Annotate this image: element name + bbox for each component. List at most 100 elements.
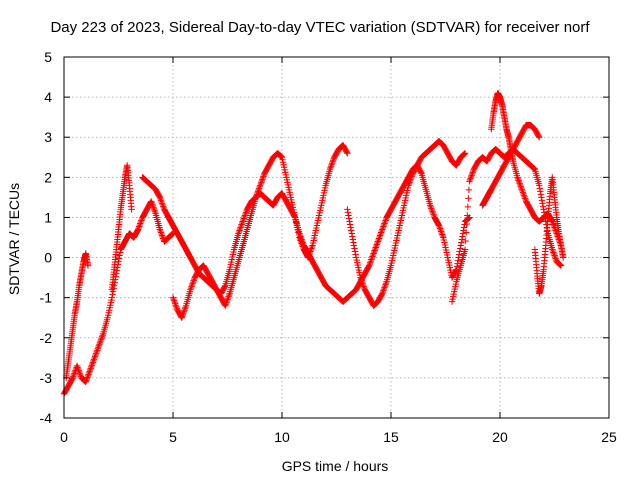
data-point <box>459 233 466 240</box>
data-point <box>253 192 260 200</box>
data-point <box>179 313 186 320</box>
data-point <box>376 232 384 239</box>
data-point <box>305 252 312 260</box>
data-point <box>381 284 388 291</box>
data-point <box>254 189 261 197</box>
data-point <box>258 177 266 185</box>
plot-frame <box>63 56 610 419</box>
data-point <box>439 231 446 238</box>
series-arc-5 <box>169 142 351 321</box>
data-point <box>158 198 165 206</box>
data-point <box>329 158 336 165</box>
data-point <box>345 215 353 222</box>
y-axis-label: SDTVAR / TECUs <box>6 183 22 295</box>
data-point <box>381 218 389 226</box>
data-point <box>224 296 231 303</box>
data-point <box>549 247 557 255</box>
data-point <box>374 238 382 245</box>
x-tick-label: 5 <box>169 429 177 445</box>
data-point <box>358 277 365 284</box>
data-point <box>259 176 266 183</box>
data-point <box>461 246 469 253</box>
data-point <box>108 294 116 301</box>
series-arc-9 <box>479 121 543 209</box>
data-point <box>457 245 464 252</box>
data-point <box>87 365 94 372</box>
data-point <box>138 217 145 224</box>
data-point <box>308 245 315 252</box>
data-point <box>550 221 557 228</box>
data-point <box>345 212 352 219</box>
data-point <box>98 335 105 342</box>
data-point <box>539 203 547 210</box>
data-point <box>171 298 178 306</box>
data-point <box>536 182 543 189</box>
data-point <box>83 377 90 384</box>
data-point <box>436 225 444 232</box>
data-point <box>550 249 557 256</box>
data-point <box>240 216 247 224</box>
data-point <box>463 220 470 228</box>
y-tick-label: 2 <box>44 169 52 185</box>
data-point <box>242 210 249 218</box>
data-point <box>435 222 443 229</box>
data-point <box>540 206 547 213</box>
data-point <box>458 236 466 243</box>
data-point <box>327 164 334 172</box>
data-point <box>75 367 82 374</box>
data-point <box>378 227 385 235</box>
data-point <box>257 180 264 188</box>
data-point <box>76 368 83 376</box>
data-point <box>351 248 359 255</box>
data-point <box>168 231 176 238</box>
data-point <box>116 249 124 256</box>
data-point <box>148 198 155 205</box>
data-point <box>429 208 436 215</box>
data-point <box>307 246 315 254</box>
data-point <box>467 173 475 181</box>
data-point <box>556 261 564 268</box>
data-point <box>94 345 101 353</box>
data-point <box>349 233 356 240</box>
data-point <box>373 241 381 248</box>
data-point <box>360 281 367 289</box>
data-point <box>187 284 195 292</box>
data-point <box>278 153 285 160</box>
data-point <box>464 203 472 211</box>
data-point <box>520 192 528 199</box>
data-point <box>427 202 434 209</box>
data-point <box>92 351 99 359</box>
data-point <box>357 274 364 281</box>
data-point <box>254 188 262 195</box>
series-arc-6 <box>344 162 473 309</box>
data-point <box>237 224 244 231</box>
y-tick-label: 0 <box>44 250 52 266</box>
data-point <box>306 251 313 258</box>
data-point <box>253 191 261 198</box>
data-point <box>379 224 387 232</box>
data-point <box>71 370 78 377</box>
data-point <box>461 150 469 157</box>
data-point <box>258 179 265 186</box>
data-point <box>457 242 464 249</box>
data-point <box>382 281 389 288</box>
data-point <box>70 373 77 380</box>
data-point <box>304 254 312 261</box>
y-tick-label: -2 <box>40 330 53 346</box>
data-point <box>85 369 93 377</box>
data-point <box>172 301 179 309</box>
data-point <box>240 215 248 222</box>
data-point <box>241 212 249 219</box>
data-point <box>297 238 305 246</box>
data-point <box>405 180 413 188</box>
data-point <box>85 371 92 378</box>
data-point <box>469 170 476 178</box>
data-point <box>380 285 388 293</box>
data-point <box>150 204 157 211</box>
data-point <box>74 365 82 373</box>
data-point <box>91 354 98 362</box>
data-point <box>328 161 335 168</box>
data-point <box>463 229 470 236</box>
data-point <box>159 233 166 241</box>
data-point <box>188 281 196 289</box>
